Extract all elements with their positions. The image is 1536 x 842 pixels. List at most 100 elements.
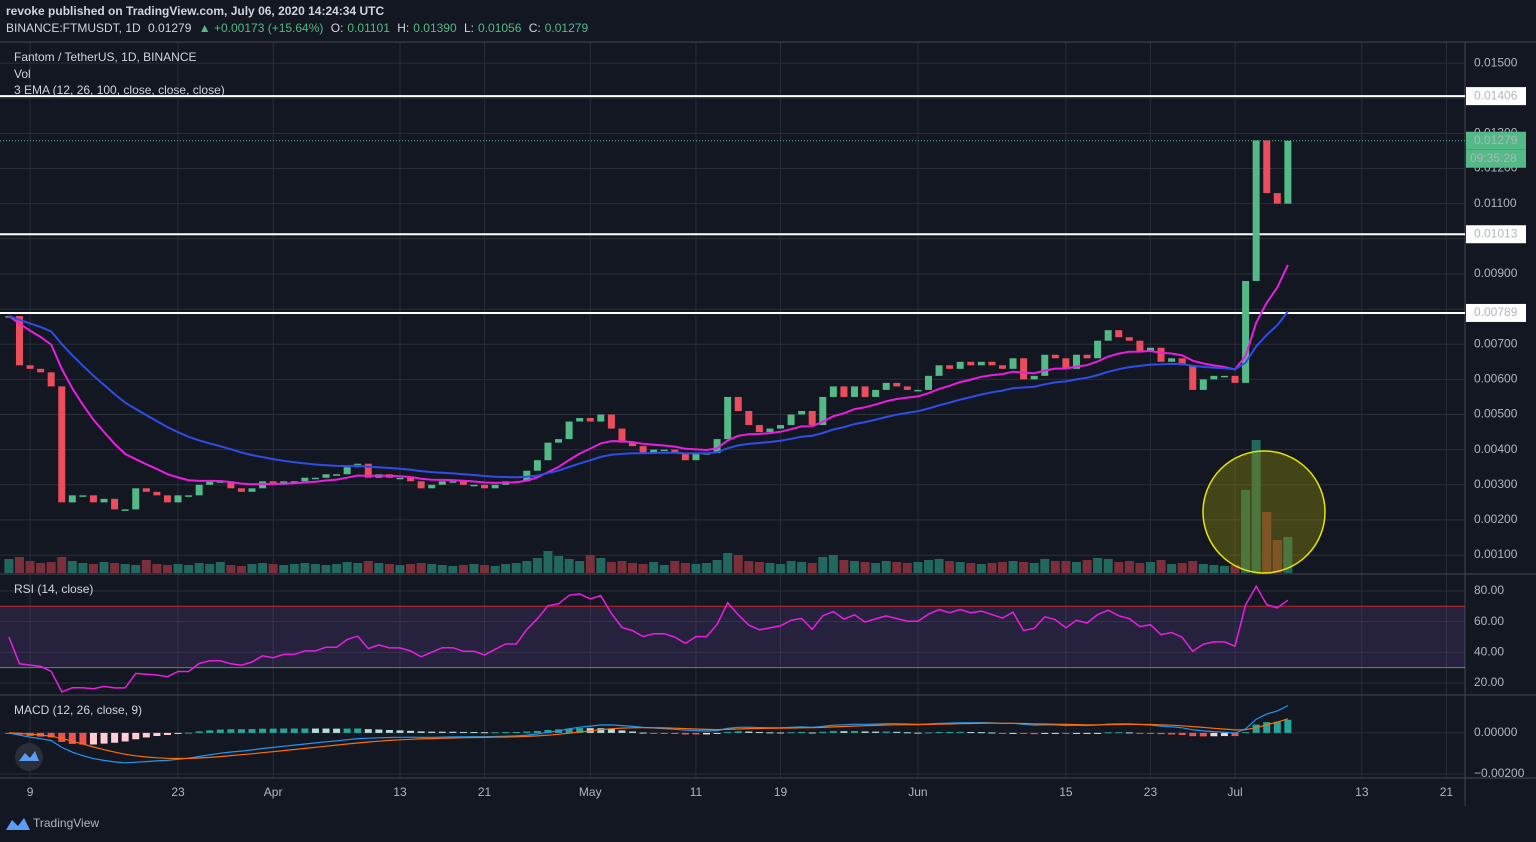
x-tick-label: 23 [1144, 785, 1158, 799]
volume-bar [46, 562, 56, 573]
macd-histogram [977, 732, 985, 734]
candle [607, 414, 615, 429]
macd-histogram [1041, 732, 1049, 734]
macd-histogram [248, 729, 256, 733]
candle [438, 481, 446, 485]
candle [1136, 340, 1144, 352]
volume-bar [881, 561, 891, 573]
candle [639, 446, 647, 454]
macd-histogram [967, 732, 975, 734]
macd-histogram [333, 728, 341, 733]
candle [1199, 379, 1207, 390]
volume-bar [205, 564, 215, 573]
macd-histogram [713, 732, 721, 734]
x-tick-label: Apr [264, 785, 283, 799]
volume-bar [268, 564, 278, 573]
candle [1083, 354, 1091, 359]
candle [1273, 193, 1281, 204]
macd-histogram [703, 732, 711, 735]
macd-histogram [798, 732, 806, 734]
candle [364, 463, 372, 478]
candle [851, 386, 858, 397]
volume-bar [1219, 566, 1229, 573]
volume-bar [1008, 561, 1018, 573]
macd-histogram [174, 732, 182, 734]
macd-histogram [195, 731, 203, 733]
volume-bar [363, 561, 373, 573]
volume-bar [575, 561, 585, 573]
candle [1062, 358, 1070, 369]
volume-bar [374, 563, 384, 573]
macd-histogram [216, 729, 224, 733]
candle [195, 484, 203, 496]
macd-histogram [132, 732, 140, 740]
volume-bar [480, 565, 490, 573]
macd-histogram [893, 731, 901, 733]
macd-histogram [163, 732, 171, 735]
quote-line: BINANCE:FTMUSDT, 1D 0.01279 ▲ +0.00173 (… [6, 20, 592, 37]
candle [533, 460, 541, 471]
c-label: C: [528, 21, 541, 35]
volume-bar [723, 553, 733, 573]
volume-bar [733, 555, 743, 573]
candle [100, 498, 108, 503]
volume-bar [712, 560, 722, 573]
volume-bar [57, 557, 67, 573]
c-value: 0.01279 [544, 21, 589, 35]
macd-histogram [89, 732, 97, 745]
volume-bar [691, 564, 701, 573]
macd-histogram [375, 729, 383, 733]
y-tick-label: 0.00300 [1474, 477, 1518, 491]
volume-bar [828, 555, 838, 573]
volume-bar [585, 555, 595, 573]
macd-histogram [1210, 732, 1218, 737]
macd-histogram [1220, 732, 1228, 737]
y-tick-label: 0.00200 [1474, 512, 1518, 526]
signal-line [8, 718, 1289, 760]
macd-histogram [58, 732, 66, 742]
publisher-line: revoke published on TradingView.com, Jul… [6, 3, 592, 20]
macd-histogram [407, 730, 415, 733]
macd-histogram [417, 731, 425, 733]
macd-histogram [565, 728, 573, 733]
macd-histogram [269, 728, 277, 733]
last-price: 0.01279 [148, 21, 192, 35]
volume-bar [955, 562, 965, 573]
volume-bar [184, 565, 194, 573]
macd-histogram [692, 732, 700, 735]
candle [1115, 330, 1123, 338]
volume-bar [247, 564, 257, 573]
macd-histogram [903, 732, 911, 734]
countdown: 09:35:28 [1470, 151, 1517, 165]
candle [121, 509, 129, 511]
macd-histogram [998, 732, 1006, 734]
volume-bar [1029, 563, 1039, 573]
y-tick-label: 0.00700 [1474, 336, 1518, 350]
volume-bar [532, 558, 542, 573]
volume-bar [786, 561, 796, 573]
volume-bar [807, 563, 817, 573]
candle [470, 484, 478, 487]
volume-bar [617, 561, 627, 573]
candle [1168, 358, 1176, 362]
volume-bar [1040, 559, 1050, 573]
candle [924, 375, 932, 390]
macd-histogram [1242, 732, 1250, 734]
macd-histogram [1062, 732, 1070, 734]
candle [1178, 358, 1186, 366]
candle [882, 382, 890, 390]
volume-bar [88, 564, 98, 573]
candle [1263, 140, 1271, 194]
candle [1030, 375, 1038, 380]
volume-bar [321, 565, 331, 573]
volume-bar [522, 561, 532, 573]
macd-histogram [1157, 732, 1165, 735]
macd-histogram [1094, 732, 1102, 734]
volume-bar [1262, 512, 1272, 573]
x-tick-label: 23 [171, 785, 185, 799]
candle [1189, 365, 1197, 390]
volume-bar [511, 563, 521, 573]
volume-bar [797, 562, 807, 573]
candle [68, 495, 76, 503]
